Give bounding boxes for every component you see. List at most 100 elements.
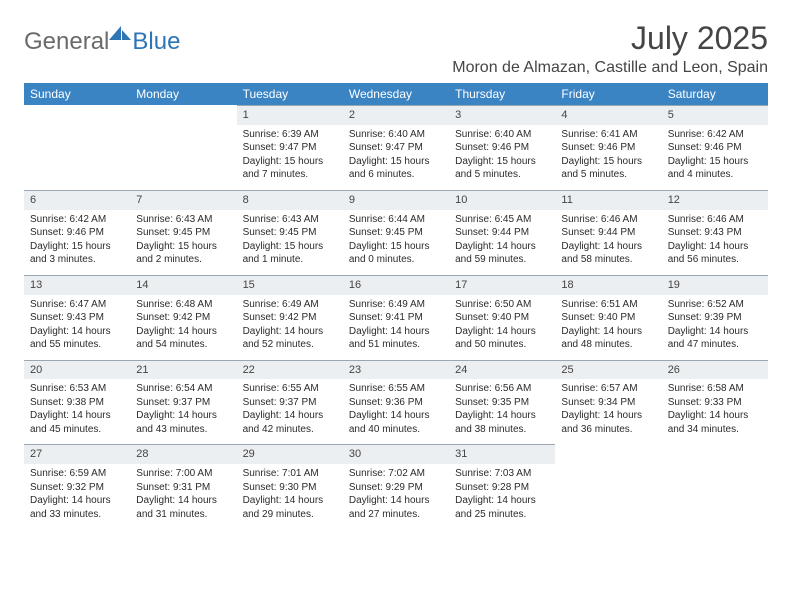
daylight-text: Daylight: 14 hours and 50 minutes.: [455, 325, 549, 352]
day-cell: [555, 444, 661, 529]
sunrise-text: Sunrise: 6:48 AM: [136, 298, 230, 312]
daylight-text: Daylight: 14 hours and 36 minutes.: [561, 409, 655, 436]
day-body: Sunrise: 6:42 AMSunset: 9:46 PMDaylight:…: [24, 210, 130, 275]
day-cell: 14Sunrise: 6:48 AMSunset: 9:42 PMDayligh…: [130, 275, 236, 360]
day-body: Sunrise: 6:44 AMSunset: 9:45 PMDaylight:…: [343, 210, 449, 275]
sunrise-text: Sunrise: 6:55 AM: [243, 382, 337, 396]
daylight-text: Daylight: 14 hours and 27 minutes.: [349, 494, 443, 521]
day-number: 24: [449, 360, 555, 380]
day-number: 14: [130, 275, 236, 295]
daylight-text: Daylight: 15 hours and 1 minute.: [243, 240, 337, 267]
day-number: 25: [555, 360, 661, 380]
sunset-text: Sunset: 9:35 PM: [455, 396, 549, 410]
daylight-text: Daylight: 14 hours and 45 minutes.: [30, 409, 124, 436]
sunset-text: Sunset: 9:46 PM: [561, 141, 655, 155]
daylight-text: Daylight: 15 hours and 7 minutes.: [243, 155, 337, 182]
logo-sail-icon: [109, 26, 131, 47]
daylight-text: Daylight: 14 hours and 42 minutes.: [243, 409, 337, 436]
day-cell: 17Sunrise: 6:50 AMSunset: 9:40 PMDayligh…: [449, 275, 555, 360]
daylight-text: Daylight: 15 hours and 2 minutes.: [136, 240, 230, 267]
page-title: July 2025: [452, 20, 768, 57]
day-body: Sunrise: 6:49 AMSunset: 9:41 PMDaylight:…: [343, 295, 449, 360]
day-number: 30: [343, 444, 449, 464]
week-row: 20Sunrise: 6:53 AMSunset: 9:38 PMDayligh…: [24, 360, 768, 445]
day-cell: 29Sunrise: 7:01 AMSunset: 9:30 PMDayligh…: [237, 444, 343, 529]
day-number: 7: [130, 190, 236, 210]
day-number: 5: [662, 105, 768, 125]
day-body: Sunrise: 6:48 AMSunset: 9:42 PMDaylight:…: [130, 295, 236, 360]
day-body: Sunrise: 6:43 AMSunset: 9:45 PMDaylight:…: [237, 210, 343, 275]
day-number: 9: [343, 190, 449, 210]
day-body: Sunrise: 6:46 AMSunset: 9:44 PMDaylight:…: [555, 210, 661, 275]
daylight-text: Daylight: 14 hours and 52 minutes.: [243, 325, 337, 352]
day-cell: 30Sunrise: 7:02 AMSunset: 9:29 PMDayligh…: [343, 444, 449, 529]
sunrise-text: Sunrise: 6:43 AM: [136, 213, 230, 227]
sunrise-text: Sunrise: 6:53 AM: [30, 382, 124, 396]
header: General Blue July 2025 Moron de Almazan,…: [24, 20, 768, 77]
day-body: Sunrise: 6:46 AMSunset: 9:43 PMDaylight:…: [662, 210, 768, 275]
day-number: 2: [343, 105, 449, 125]
sunrise-text: Sunrise: 6:52 AM: [668, 298, 762, 312]
day-header-tuesday: Tuesday: [237, 83, 343, 105]
day-number: 27: [24, 444, 130, 464]
sunrise-text: Sunrise: 6:46 AM: [561, 213, 655, 227]
day-cell: 1Sunrise: 6:39 AMSunset: 9:47 PMDaylight…: [237, 105, 343, 190]
week-row: 27Sunrise: 6:59 AMSunset: 9:32 PMDayligh…: [24, 444, 768, 529]
daylight-text: Daylight: 15 hours and 4 minutes.: [668, 155, 762, 182]
day-body: Sunrise: 7:00 AMSunset: 9:31 PMDaylight:…: [130, 464, 236, 529]
daylight-text: Daylight: 14 hours and 59 minutes.: [455, 240, 549, 267]
day-cell: 26Sunrise: 6:58 AMSunset: 9:33 PMDayligh…: [662, 360, 768, 445]
daylight-text: Daylight: 14 hours and 55 minutes.: [30, 325, 124, 352]
day-number: 16: [343, 275, 449, 295]
sunset-text: Sunset: 9:45 PM: [243, 226, 337, 240]
sunrise-text: Sunrise: 6:39 AM: [243, 128, 337, 142]
sunset-text: Sunset: 9:46 PM: [455, 141, 549, 155]
sunset-text: Sunset: 9:42 PM: [136, 311, 230, 325]
sunset-text: Sunset: 9:33 PM: [668, 396, 762, 410]
sunset-text: Sunset: 9:45 PM: [349, 226, 443, 240]
day-number: 29: [237, 444, 343, 464]
day-number: 12: [662, 190, 768, 210]
day-cell: 5Sunrise: 6:42 AMSunset: 9:46 PMDaylight…: [662, 105, 768, 190]
day-body: Sunrise: 6:45 AMSunset: 9:44 PMDaylight:…: [449, 210, 555, 275]
day-cell: 9Sunrise: 6:44 AMSunset: 9:45 PMDaylight…: [343, 190, 449, 275]
day-body: Sunrise: 6:39 AMSunset: 9:47 PMDaylight:…: [237, 125, 343, 190]
sunset-text: Sunset: 9:36 PM: [349, 396, 443, 410]
sunrise-text: Sunrise: 6:51 AM: [561, 298, 655, 312]
day-body: Sunrise: 6:43 AMSunset: 9:45 PMDaylight:…: [130, 210, 236, 275]
sunset-text: Sunset: 9:39 PM: [668, 311, 762, 325]
day-body: Sunrise: 7:01 AMSunset: 9:30 PMDaylight:…: [237, 464, 343, 529]
day-cell: 31Sunrise: 7:03 AMSunset: 9:28 PMDayligh…: [449, 444, 555, 529]
daylight-text: Daylight: 15 hours and 6 minutes.: [349, 155, 443, 182]
day-cell: 10Sunrise: 6:45 AMSunset: 9:44 PMDayligh…: [449, 190, 555, 275]
day-body: Sunrise: 6:50 AMSunset: 9:40 PMDaylight:…: [449, 295, 555, 360]
sunset-text: Sunset: 9:30 PM: [243, 481, 337, 495]
sunset-text: Sunset: 9:28 PM: [455, 481, 549, 495]
daylight-text: Daylight: 14 hours and 47 minutes.: [668, 325, 762, 352]
day-cell: 23Sunrise: 6:55 AMSunset: 9:36 PMDayligh…: [343, 360, 449, 445]
sunrise-text: Sunrise: 6:49 AM: [349, 298, 443, 312]
sunset-text: Sunset: 9:29 PM: [349, 481, 443, 495]
sunrise-text: Sunrise: 6:42 AM: [668, 128, 762, 142]
sunset-text: Sunset: 9:43 PM: [30, 311, 124, 325]
sunrise-text: Sunrise: 7:03 AM: [455, 467, 549, 481]
sunrise-text: Sunrise: 6:44 AM: [349, 213, 443, 227]
sunrise-text: Sunrise: 6:55 AM: [349, 382, 443, 396]
day-body: Sunrise: 6:49 AMSunset: 9:42 PMDaylight:…: [237, 295, 343, 360]
sunrise-text: Sunrise: 6:41 AM: [561, 128, 655, 142]
day-body: Sunrise: 6:56 AMSunset: 9:35 PMDaylight:…: [449, 379, 555, 444]
day-header-sunday: Sunday: [24, 83, 130, 105]
day-body: Sunrise: 6:57 AMSunset: 9:34 PMDaylight:…: [555, 379, 661, 444]
sunrise-text: Sunrise: 6:47 AM: [30, 298, 124, 312]
logo: General Blue: [24, 20, 180, 57]
day-cell: 13Sunrise: 6:47 AMSunset: 9:43 PMDayligh…: [24, 275, 130, 360]
day-cell: 21Sunrise: 6:54 AMSunset: 9:37 PMDayligh…: [130, 360, 236, 445]
calendar-table: SundayMondayTuesdayWednesdayThursdayFrid…: [24, 83, 768, 529]
day-cell: 7Sunrise: 6:43 AMSunset: 9:45 PMDaylight…: [130, 190, 236, 275]
day-number: 3: [449, 105, 555, 125]
day-cell: [24, 105, 130, 190]
sunrise-text: Sunrise: 7:01 AM: [243, 467, 337, 481]
day-number: 6: [24, 190, 130, 210]
sunrise-text: Sunrise: 6:42 AM: [30, 213, 124, 227]
daylight-text: Daylight: 14 hours and 31 minutes.: [136, 494, 230, 521]
